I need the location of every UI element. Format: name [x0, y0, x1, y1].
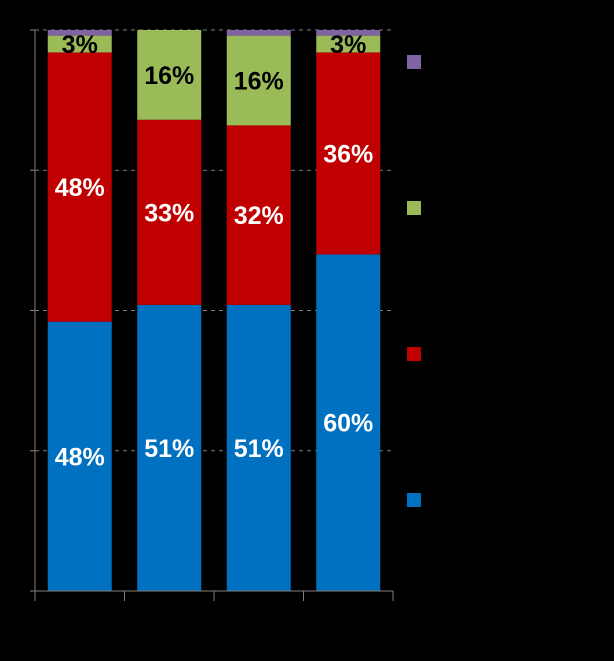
- bar-4-series-4: [316, 30, 381, 36]
- legend-swatch-series-1: [407, 493, 421, 507]
- data-label-1-series-2: 48%: [55, 174, 105, 202]
- data-label-3-series-2: 32%: [234, 202, 284, 230]
- bar-3-series-3: [226, 35, 291, 126]
- data-labels: 48% 48% 3% 51% 33% 16% 51% 32% 16% 60% 36% 3%: [55, 31, 374, 471]
- data-label-4-series-1: 60%: [323, 410, 373, 438]
- legend: [407, 55, 421, 507]
- bar-4-series-3: [316, 35, 381, 53]
- bar-segments: [47, 30, 381, 591]
- bar-3-series-1: [226, 304, 291, 591]
- bar-2-series-2: [137, 119, 202, 305]
- data-label-2-series-3: 16%: [144, 62, 194, 90]
- bar-2-series-1: [137, 304, 202, 591]
- data-label-1-series-3: 3%: [62, 31, 98, 59]
- data-label-4-series-3: 3%: [330, 31, 366, 59]
- bar-3-series-4: [226, 30, 291, 36]
- legend-swatch-series-3: [407, 201, 421, 215]
- bar-3-series-2: [226, 125, 291, 305]
- data-label-3-series-1: 51%: [234, 435, 284, 463]
- legend-swatch-series-2: [407, 347, 421, 361]
- data-label-4-series-2: 36%: [323, 140, 373, 168]
- bar-1-series-3: [47, 35, 112, 53]
- data-label-1-series-1: 48%: [55, 443, 105, 471]
- bar-2-series-3: [137, 30, 202, 120]
- axes: [30, 29, 394, 601]
- bar-4-series-1: [316, 254, 381, 591]
- bar-1-series-1: [47, 321, 112, 591]
- bar-1-series-2: [47, 52, 112, 322]
- bar-4-series-2: [316, 52, 381, 255]
- legend-swatch-series-4: [407, 55, 421, 69]
- data-label-3-series-3: 16%: [234, 67, 284, 95]
- data-label-2-series-1: 51%: [144, 435, 194, 463]
- bar-1-series-4: [47, 30, 112, 36]
- data-label-2-series-2: 33%: [144, 199, 194, 227]
